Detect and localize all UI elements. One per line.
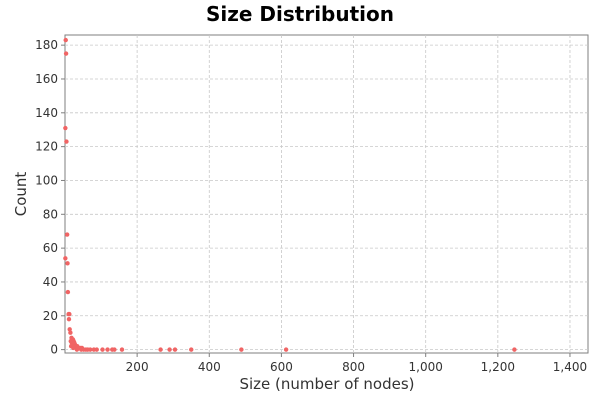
- data-point: [63, 51, 69, 56]
- data-point: [63, 125, 68, 131]
- data-point: [94, 347, 99, 352]
- data-point: [158, 347, 163, 352]
- data-point: [283, 347, 289, 352]
- plot-area: [64, 34, 589, 354]
- y-axis-ticks: 0 20 40 60 80 100 120 140 160 180: [35, 38, 65, 357]
- data-point: [119, 347, 125, 352]
- x-tick-label: 800: [342, 360, 365, 374]
- data-point: [63, 37, 68, 43]
- y-tick-label: 0: [50, 343, 58, 357]
- data-point: [88, 347, 93, 352]
- y-tick-label: 60: [43, 241, 58, 255]
- y-tick-label: 80: [43, 207, 58, 221]
- data-point: [71, 345, 76, 351]
- y-tick-label: 100: [35, 173, 58, 187]
- data-point: [167, 347, 172, 352]
- data-point: [189, 347, 194, 352]
- data-point: [66, 316, 72, 322]
- x-tick-label: 1,000: [409, 360, 443, 374]
- data-point: [65, 261, 70, 266]
- y-tick-label: 20: [43, 309, 58, 323]
- y-tick-label: 120: [35, 140, 58, 154]
- data-point: [68, 330, 73, 335]
- data-point: [64, 139, 69, 144]
- data-point: [105, 347, 110, 352]
- data-point: [112, 347, 117, 352]
- gridlines: [65, 35, 588, 353]
- y-tick-label: 140: [35, 106, 58, 120]
- data-point: [74, 347, 80, 352]
- x-axis-label: Size (number of nodes): [239, 375, 414, 393]
- y-tick-label: 40: [43, 275, 58, 289]
- x-tick-label: 400: [198, 360, 221, 374]
- x-tick-label: 200: [126, 360, 149, 374]
- data-point: [512, 347, 517, 352]
- y-axis-label: Count: [12, 172, 30, 217]
- data-point: [64, 232, 70, 237]
- data-point: [63, 256, 68, 261]
- chart-title: Size Distribution: [205, 2, 395, 26]
- x-tick-label: 600: [270, 360, 293, 374]
- y-tick-label: 180: [35, 38, 58, 52]
- x-tick-label: 1,200: [481, 360, 515, 374]
- data-point: [67, 311, 72, 317]
- data-point: [172, 347, 178, 352]
- data-point: [100, 347, 105, 352]
- x-tick-label: 1,400: [553, 360, 587, 374]
- data-point: [65, 289, 71, 295]
- data-points: [63, 37, 517, 352]
- data-point: [67, 327, 72, 332]
- y-tick-label: 160: [35, 72, 58, 86]
- data-point: [239, 347, 244, 352]
- x-axis-ticks: 200 400 600 800 1,000 1,200 1,400: [126, 353, 587, 374]
